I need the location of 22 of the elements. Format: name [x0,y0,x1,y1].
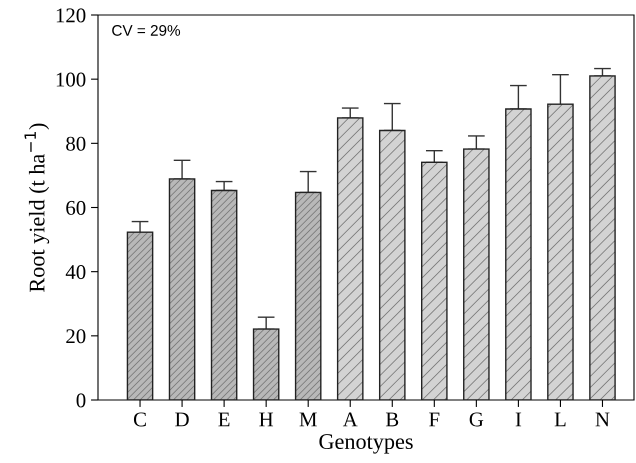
x-tick-label: E [218,412,230,426]
y-tick-label: 0 [76,393,86,408]
y-tick-label: 20 [66,329,86,344]
x-tick-label: L [554,412,566,426]
x-tick-label: N [596,412,610,426]
x-tick-label: C [134,412,146,426]
y-tick-label: 80 [66,136,86,151]
annotation: CV = 29% [112,25,180,36]
x-tick-label: F [429,412,440,426]
x-tick-label: H [259,412,274,426]
y-axis-title: Root yield (t ha$^{−1}$) [24,124,50,292]
x-tick-label: I [516,412,522,426]
x-tick-label: A [342,412,358,426]
x-tick-label: G [470,412,484,426]
x-tick-label: B [386,412,398,426]
y-tick-label: 120 [56,8,86,22]
x-axis-title: Genotypes [319,434,413,454]
x-tick-label: M [300,412,317,426]
y-tick-label: 60 [66,200,86,215]
y-tick-label: 40 [66,265,86,280]
y-tick-label: 100 [56,72,86,87]
x-tick-label: D [175,412,189,426]
